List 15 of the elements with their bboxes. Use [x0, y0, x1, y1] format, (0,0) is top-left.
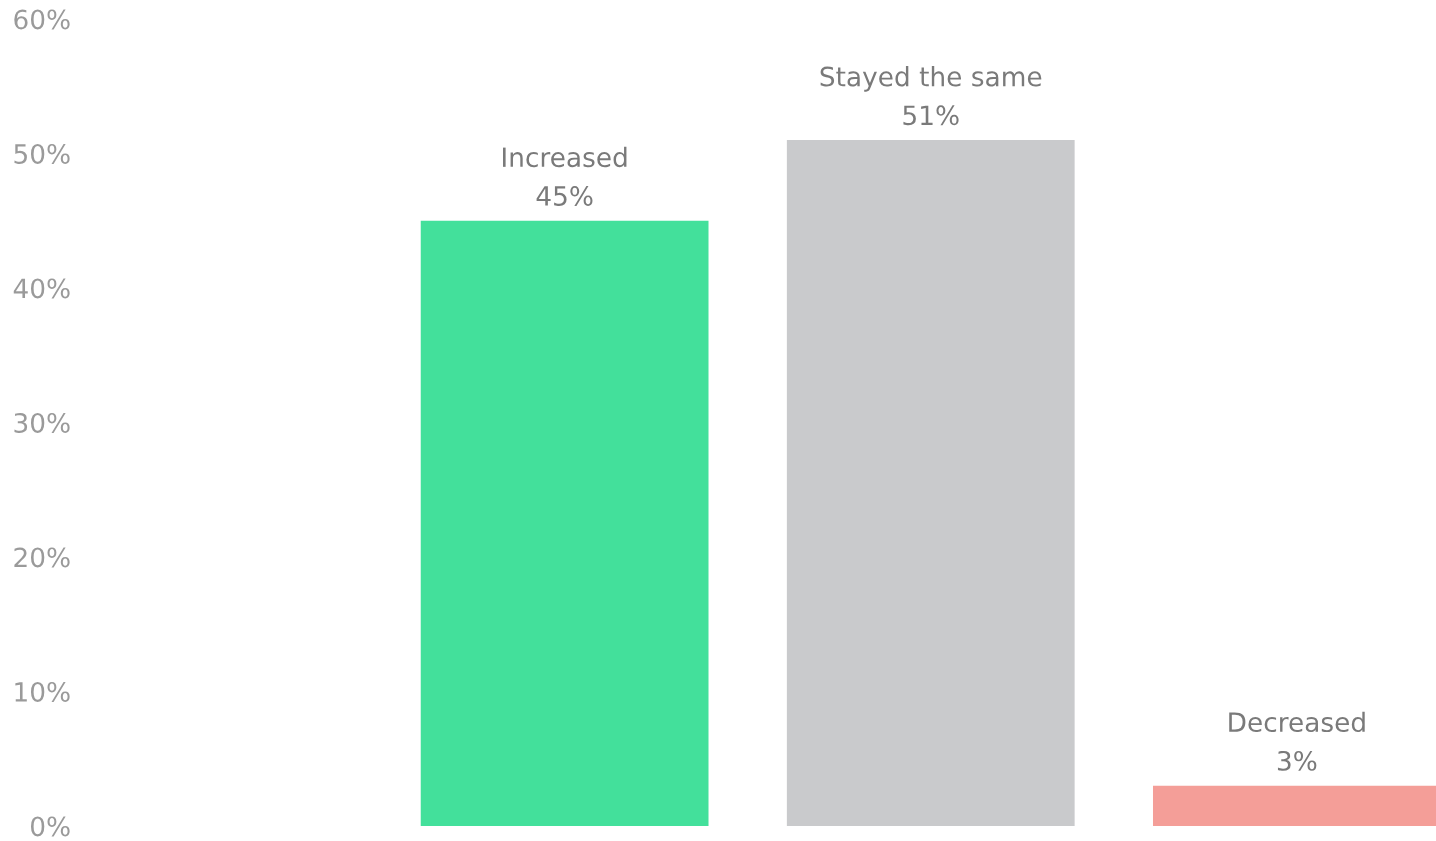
y-tick-label: 60% — [14, 9, 70, 30]
y-tick-label: 0% — [30, 816, 70, 837]
data-label: 45% — [536, 185, 593, 206]
x-tick-label: Stayed the same — [820, 66, 1042, 92]
y-tick-label: 30% — [14, 412, 70, 433]
bar — [786, 140, 1075, 826]
data-label: 51% — [903, 105, 959, 126]
y-tick-label: 50% — [14, 143, 70, 164]
x-tick-label: Increased — [503, 146, 627, 168]
y-tick-label: 40% — [13, 278, 70, 299]
data-label: 3% — [1277, 750, 1317, 771]
y-tick-label: 20% — [14, 547, 70, 568]
y-tick-label: 10% — [15, 681, 70, 702]
x-tick-label: Decreased — [1229, 711, 1365, 733]
bar — [420, 220, 709, 826]
